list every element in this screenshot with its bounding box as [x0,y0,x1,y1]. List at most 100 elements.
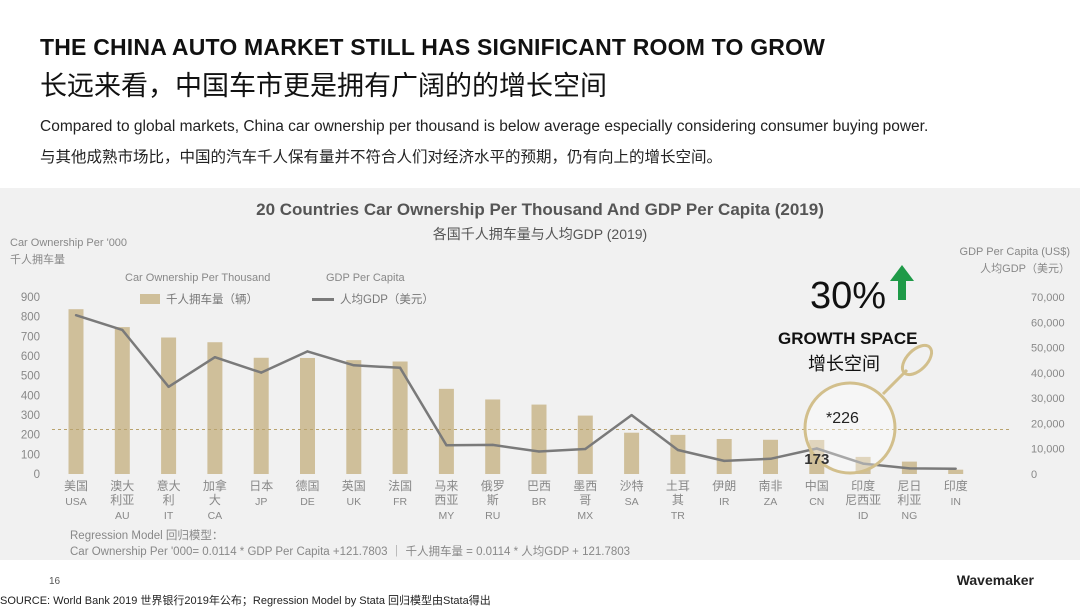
gdp-point-in [954,467,957,470]
left-tick-label: 600 [21,351,40,363]
right-tick-label: 10,000 [1031,444,1065,456]
category-label-cn: 利亚 [110,493,134,507]
gdp-point-de [306,350,309,353]
category-label-cn: 利亚 [897,493,921,507]
right-tick-label: 40,000 [1031,368,1065,380]
magnifier-neck-icon [881,368,909,396]
category-label-en: FR [393,496,407,508]
bar-ir [716,438,732,474]
category-label-en: SA [625,496,639,508]
page-number: 16 [49,576,61,587]
gdp-point-sa [630,413,633,417]
left-tick-label: 0 [34,469,40,481]
right-tick-label: 50,000 [1031,343,1065,355]
category-label-cn: 日本 [249,479,273,493]
left-tick-label: 400 [21,390,40,402]
category-label-en: ZA [764,496,777,508]
category-label-cn: 法国 [388,479,412,493]
legend-line-title: GDP Per Capita [326,272,405,284]
bar-jp [253,357,269,474]
left-tick-label: 200 [21,430,40,442]
source-note: SOURCE: World Bank 2019 世界银行2019年公布；Regr… [0,595,491,607]
legend-bar-swatch [140,294,160,304]
gdp-point-usa [74,314,78,317]
category-label-cn: 俄罗 [481,479,505,493]
legend-bar-title: Car Ownership Per Thousand [125,272,271,284]
gdp-point-uk [352,364,355,367]
left-tick-label: 300 [21,410,40,422]
category-label-en: CN [809,496,824,508]
growth-space-label-en: GROWTH SPACE [778,329,918,348]
page-title-en: THE CHINA AUTO MARKET STILL HAS SIGNIFIC… [40,34,826,60]
gdp-point-id [861,462,865,465]
growth-space-label-cn: 增长空间 [808,354,880,374]
gdp-point-ng [908,467,911,470]
regression-title: Regression Model 回归模型： [70,530,224,542]
category-label-cn: 大 [209,493,221,507]
category-label-cn: 尼日 [897,479,921,493]
category-label-cn: 哥 [579,493,591,507]
magnifier-handle-icon [900,343,934,377]
bar-sa [624,432,640,474]
category-label-cn: 尼西亚 [845,493,881,507]
category-label-cn: 中国 [805,478,829,493]
growth-percent: 30% [810,275,887,317]
chart-title: 20 Countries Car Ownership Per Thousand … [256,200,824,219]
bar-br [531,404,547,474]
category-label-cn: 利 [163,493,175,507]
legend-line-item: 人均GDP（美元） [312,291,434,307]
legend-line-label: 人均GDP（美元） [340,294,434,306]
category-label-cn: 伊朗 [712,479,736,493]
category-label-cn: 其 [672,493,684,507]
category-label-en: DE [300,496,315,508]
bar-tr [670,434,686,474]
gdp-point-my [445,444,448,447]
category-label-cn: 德国 [295,478,319,493]
gdp-point-fr [398,366,402,369]
gdp-point-ru [491,443,494,447]
category-label-en: IN [950,496,961,508]
category-label-en: CA [208,510,223,522]
bar-mx [577,415,593,474]
category-label-en: NG [902,510,918,522]
category-label-en: MY [439,510,455,522]
bar-uk [346,360,362,474]
gdp-point-cn [815,447,818,450]
gdp-point-ir [723,459,726,463]
bar-it [161,337,177,474]
bar-my [438,388,454,474]
right-tick-label: 60,000 [1031,317,1065,329]
category-label-en: MX [577,510,593,522]
bar-au [114,327,130,474]
bar-fr [392,361,408,474]
legend-bar-label: 千人拥车量（辆） [166,294,258,306]
left-axis-label-en: Car Ownership Per '000 [10,237,128,249]
chart-panel [0,188,1080,560]
gdp-point-mx [584,447,587,451]
category-label-cn: 沙特 [620,478,644,493]
gdp-point-ca [213,356,217,359]
category-label-en: BR [532,496,547,508]
category-label-en: JP [255,496,267,508]
bar-ru [485,399,501,474]
category-label-cn: 意大 [157,478,181,493]
category-label-cn: 美国 [64,479,88,493]
gdp-point-jp [260,371,263,374]
category-label-en: IT [164,510,174,522]
legend-bar-item: 千人拥车量（辆） [140,291,258,307]
category-label-en: TR [671,510,685,522]
category-label-cn: 加拿 [203,478,227,493]
gdp-point-tr [676,448,680,452]
left-tick-label: 100 [21,449,40,461]
regression-formula: Car Ownership Per '000= 0.0114 * GDP Per… [70,546,631,558]
category-label-cn: 澳大 [110,479,134,493]
right-tick-label: 70,000 [1031,292,1065,304]
gdp-series-line [75,314,956,470]
category-label-cn: 印度 [851,478,875,493]
gdp-point-za [769,457,772,460]
gdp-point-it [167,385,170,388]
category-label-cn: 土耳 [666,479,690,493]
left-axis-label-cn: 千人拥车量 [10,254,65,266]
category-label-en: ID [858,510,869,522]
